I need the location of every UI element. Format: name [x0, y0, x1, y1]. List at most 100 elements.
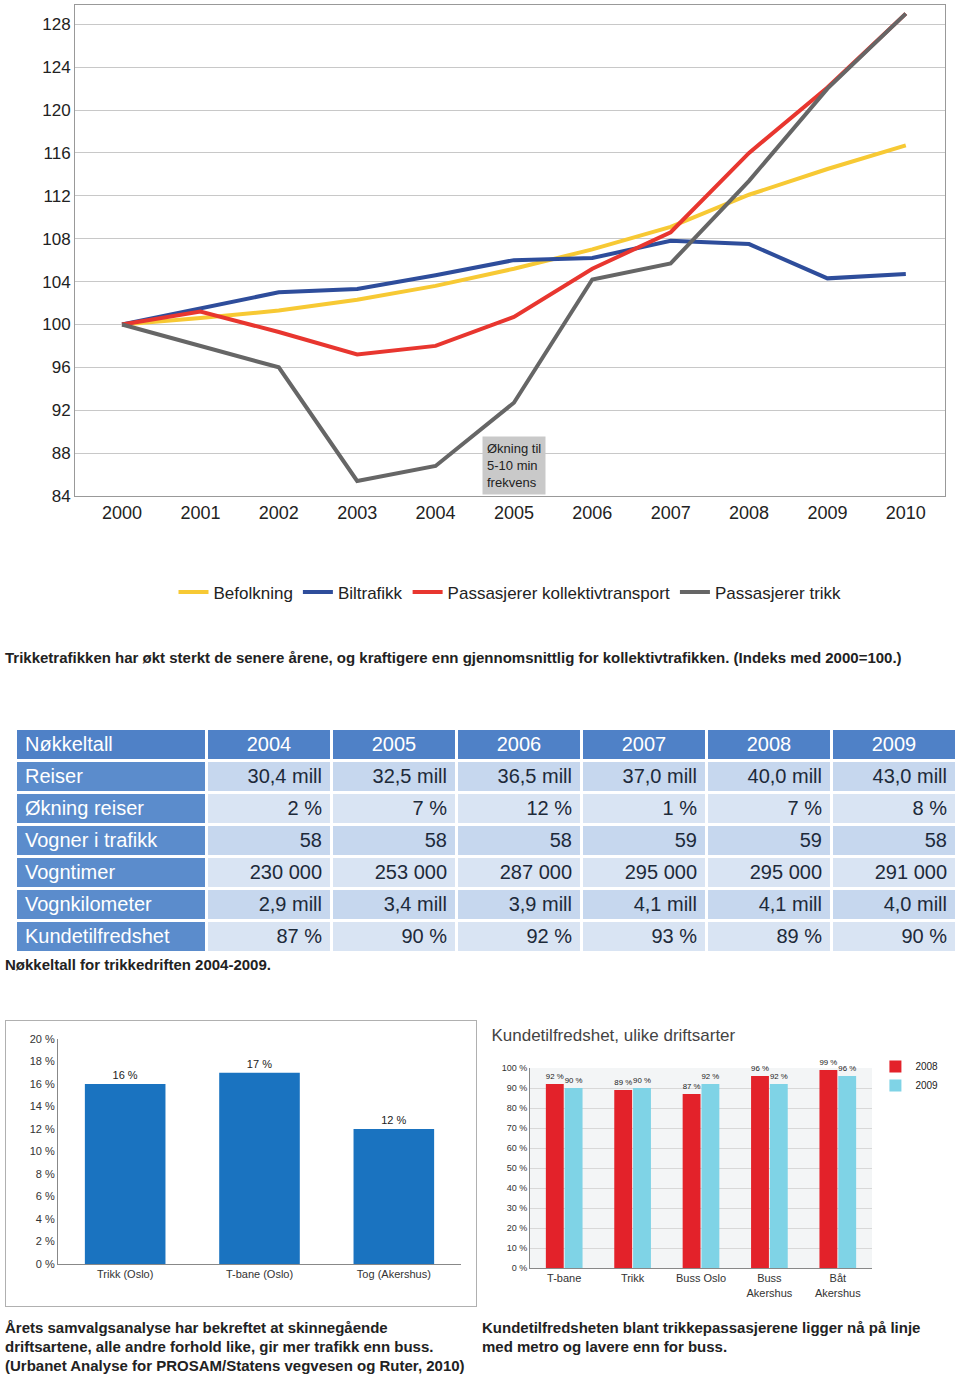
svg-text:2001: 2001 — [180, 503, 220, 523]
svg-text:92 %: 92 % — [546, 1072, 564, 1081]
svg-text:4 %: 4 % — [36, 1213, 55, 1225]
svg-text:Tog (Akershus): Tog (Akershus) — [357, 1268, 431, 1280]
html-text:Vogner i trafikk: Vogner i trafikk — [25, 829, 158, 851]
svg-text:Økning til5-10 minfrekvens: Økning til5-10 minfrekvens — [487, 441, 541, 490]
svg-text:10 %: 10 % — [30, 1145, 55, 1157]
svg-text:87 %: 87 % — [683, 1082, 701, 1091]
svg-text:Trikk (Oslo): Trikk (Oslo) — [97, 1268, 153, 1280]
svg-text:92: 92 — [52, 401, 71, 420]
svg-text:2004: 2004 — [416, 503, 456, 523]
svg-text:96 %: 96 % — [838, 1064, 856, 1073]
svg-text:2007: 2007 — [651, 503, 691, 523]
html-text:43,0 mill: 43,0 mill — [872, 765, 947, 787]
svg-text:Trikk: Trikk — [621, 1272, 645, 1284]
html-text:Årets samvalgsanalyse har bekr: Årets samvalgsanalyse har bekreftet at s… — [5, 1319, 465, 1374]
svg-text:80 %: 80 % — [507, 1103, 528, 1113]
svg-text:90 %: 90 % — [507, 1083, 528, 1093]
html-text:Økning reiser: Økning reiser — [25, 797, 144, 819]
svg-text:128: 128 — [42, 15, 70, 34]
svg-text:90 %: 90 % — [565, 1076, 583, 1085]
svg-text:12 %: 12 % — [381, 1114, 406, 1126]
html-text:36,5 mill: 36,5 mill — [497, 765, 572, 787]
html-text:7 %: 7 % — [787, 797, 822, 819]
html-text:58: 58 — [299, 829, 322, 851]
svg-text:T-bane (Oslo): T-bane (Oslo) — [226, 1268, 293, 1280]
svg-text:60 %: 60 % — [507, 1143, 528, 1153]
svg-text:14 %: 14 % — [30, 1100, 55, 1112]
html-text:37,0 mill: 37,0 mill — [622, 765, 697, 787]
svg-text:96: 96 — [52, 358, 71, 377]
svg-text:Kundetilfredshet, ulike drifts: Kundetilfredshet, ulike driftsarter — [491, 1026, 735, 1045]
svg-text:96 %: 96 % — [751, 1064, 769, 1073]
svg-text:6 %: 6 % — [36, 1190, 55, 1202]
svg-text:2008: 2008 — [915, 1061, 938, 1072]
svg-text:92 %: 92 % — [701, 1072, 719, 1081]
svg-text:100: 100 — [42, 315, 70, 334]
svg-text:20 %: 20 % — [30, 1033, 55, 1045]
svg-text:88: 88 — [52, 444, 71, 463]
svg-text:8 %: 8 % — [36, 1168, 55, 1180]
html-text:58: 58 — [424, 829, 447, 851]
svg-text:2008: 2008 — [729, 503, 769, 523]
html-text:2007: 2007 — [621, 733, 667, 755]
html-text:30,4 mill: 30,4 mill — [247, 765, 322, 787]
html-text:2005: 2005 — [371, 733, 417, 755]
svg-text:Befolkning: Befolkning — [214, 584, 293, 603]
svg-text:16 %: 16 % — [30, 1078, 55, 1090]
svg-text:30 %: 30 % — [507, 1203, 528, 1213]
svg-text:T-bane: T-bane — [547, 1272, 581, 1284]
svg-text:104: 104 — [42, 273, 70, 292]
svg-text:2 %: 2 % — [36, 1235, 55, 1247]
svg-text:92 %: 92 % — [770, 1072, 788, 1081]
svg-text:Biltrafikk: Biltrafikk — [338, 584, 403, 603]
svg-text:2009: 2009 — [915, 1080, 938, 1091]
html-text:7 %: 7 % — [412, 797, 447, 819]
svg-text:40 %: 40 % — [507, 1183, 528, 1193]
svg-text:2003: 2003 — [337, 503, 377, 523]
html-text:2009: 2009 — [871, 733, 917, 755]
svg-text:Buss Oslo: Buss Oslo — [676, 1272, 726, 1284]
svg-text:0 %: 0 % — [36, 1258, 55, 1270]
html-text:32,5 mill: 32,5 mill — [372, 765, 447, 787]
html-text:2004: 2004 — [246, 733, 292, 755]
svg-text:99 %: 99 % — [819, 1058, 837, 1067]
svg-text:112: 112 — [43, 187, 70, 206]
svg-text:108: 108 — [42, 230, 70, 249]
svg-text:10 %: 10 % — [507, 1243, 528, 1253]
svg-text:84: 84 — [52, 487, 71, 506]
svg-text:2002: 2002 — [259, 503, 299, 523]
svg-text:116: 116 — [43, 144, 70, 163]
svg-text:70 %: 70 % — [507, 1123, 528, 1133]
svg-text:17 %: 17 % — [247, 1058, 272, 1070]
html-text:2006: 2006 — [496, 733, 542, 755]
svg-text:18 %: 18 % — [30, 1055, 55, 1067]
svg-text:124: 124 — [42, 58, 70, 77]
svg-text:50 %: 50 % — [507, 1163, 528, 1173]
svg-text:2006: 2006 — [572, 503, 612, 523]
svg-text:2009: 2009 — [807, 503, 847, 523]
svg-text:100 %: 100 % — [502, 1063, 528, 1073]
html-text:Reiser: Reiser — [25, 765, 83, 787]
svg-text:120: 120 — [42, 101, 70, 120]
svg-text:89 %: 89 % — [614, 1078, 632, 1087]
html-text:8 %: 8 % — [912, 797, 947, 819]
svg-text:BussAkershus: BussAkershus — [746, 1272, 792, 1298]
svg-text:Passasjerer kollektivtransport: Passasjerer kollektivtransport — [448, 584, 670, 603]
html-text:2 %: 2 % — [287, 797, 322, 819]
svg-text:90 %: 90 % — [633, 1076, 651, 1085]
svg-text:2010: 2010 — [886, 503, 926, 523]
svg-text:Passasjerer trikk: Passasjerer trikk — [715, 584, 841, 603]
svg-text:20 %: 20 % — [507, 1223, 528, 1233]
svg-text:0 %: 0 % — [512, 1263, 528, 1273]
html-text:2008: 2008 — [746, 733, 792, 755]
html-text:12 %: 12 % — [526, 797, 572, 819]
html-text:Nøkkeltall: Nøkkeltall — [25, 733, 113, 755]
svg-text:BåtAkershus: BåtAkershus — [815, 1272, 861, 1298]
svg-text:2000: 2000 — [102, 503, 142, 523]
html-text:1 %: 1 % — [662, 797, 697, 819]
svg-text:12 %: 12 % — [30, 1123, 55, 1135]
svg-text:16 %: 16 % — [113, 1069, 138, 1081]
svg-text:2005: 2005 — [494, 503, 534, 523]
html-text:40,0 mill: 40,0 mill — [747, 765, 822, 787]
html-text:Kundetilfredsheten blant trikk: Kundetilfredsheten blant trikkepassasjer… — [482, 1319, 921, 1355]
